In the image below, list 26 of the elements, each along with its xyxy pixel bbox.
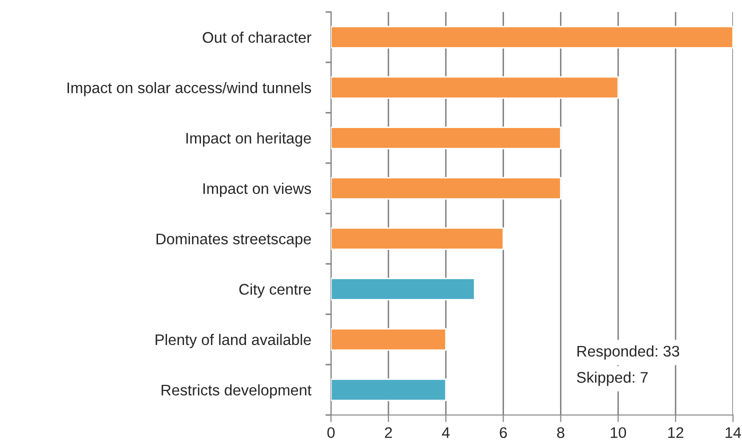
x-tick-label: 4 (442, 427, 450, 438)
bar (331, 328, 447, 351)
y-tick-label: Impact on views (203, 182, 312, 198)
bar (331, 378, 447, 402)
bar (331, 278, 476, 300)
x-tick-label: 0 (327, 427, 335, 438)
y-tick-label: City centre (239, 284, 311, 298)
bar (331, 26, 733, 48)
x-tick-label: 14 (726, 427, 742, 438)
y-tick-label: Impact on solar access/wind tunnels (68, 82, 312, 96)
annotation: Responded: 33 (577, 345, 680, 360)
bar (331, 76, 619, 99)
annotation: Skipped: 7 (576, 372, 648, 386)
y-tick-label: Dominates streetscape (156, 233, 311, 248)
x-tick-label: 6 (500, 427, 507, 438)
bar (331, 177, 562, 200)
y-tick-label: Restricts development (162, 384, 312, 399)
y-tick-label: Out of character (202, 32, 312, 43)
bar (331, 227, 504, 250)
y-tick-label: Impact on heritage (186, 132, 311, 147)
x-tick-label: 2 (384, 427, 392, 438)
y-tick-label: Plenty of land available (156, 334, 311, 348)
x-tick-label: 12 (668, 427, 684, 438)
bar (331, 126, 562, 150)
x-tick-label: 8 (557, 427, 564, 438)
x-tick-label: 10 (610, 427, 626, 438)
